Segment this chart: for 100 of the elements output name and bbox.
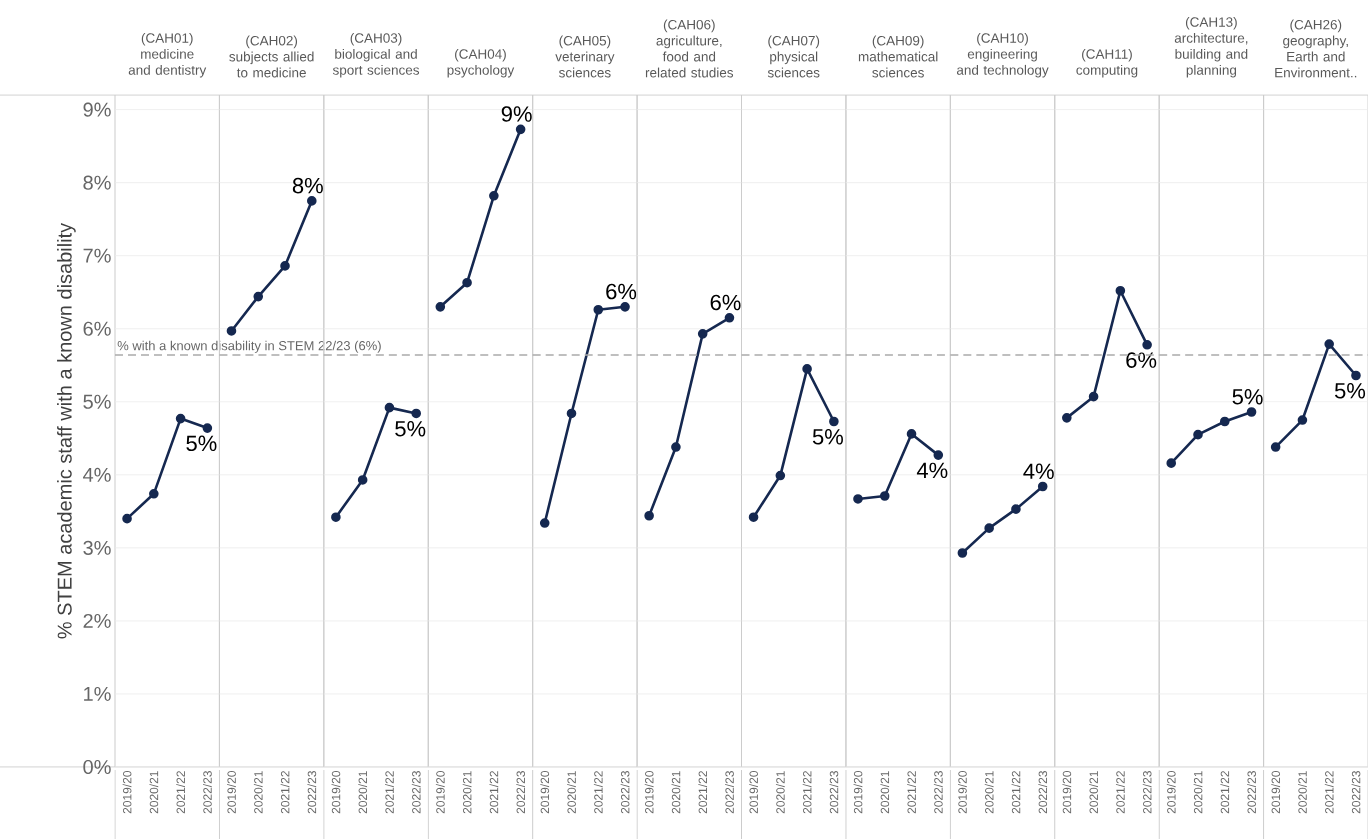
- data-label: 6%: [1126, 352, 1157, 368]
- point: [593, 304, 604, 315]
- x-tick-label: 2019/20: [227, 771, 236, 814]
- point: [957, 548, 968, 558]
- point: [724, 312, 735, 323]
- x-tick-label: 2022/23: [1247, 771, 1256, 814]
- point: [122, 513, 132, 524]
- x-tick-label: 2020/21: [1193, 771, 1203, 814]
- point: [515, 124, 526, 135]
- x-tick-label: 2022/23: [933, 771, 943, 814]
- point: [697, 329, 708, 339]
- point: [1142, 340, 1152, 350]
- x-tick-label: 2020/21: [984, 771, 994, 814]
- point: [620, 302, 630, 312]
- point: [1088, 391, 1099, 402]
- x-tick-label: 2020/21: [567, 771, 576, 814]
- data-label: 6%: [606, 283, 637, 300]
- y-tick-label: 1%: [84, 686, 111, 701]
- x-tick-label: 2021/22: [176, 771, 185, 814]
- x-tick-label: 2022/23: [411, 771, 421, 814]
- x-tick-label: 2019/20: [122, 771, 132, 814]
- point: [1011, 504, 1021, 514]
- point: [331, 512, 341, 522]
- data-label: 5%: [186, 435, 217, 452]
- x-tick-label: 2021/22: [1115, 771, 1125, 814]
- chart-title: (CAH05) veterinary sciences: [555, 35, 615, 78]
- chart-title: (CAH11) computing: [1076, 48, 1138, 78]
- x-tick-label: 2022/23: [516, 771, 526, 814]
- chart-title: (CAH07) physical sciences: [767, 35, 820, 78]
- point: [829, 416, 839, 427]
- x-tick-label: 2022/23: [1142, 771, 1152, 814]
- point: [411, 408, 422, 419]
- point: [1351, 370, 1361, 381]
- point: [1219, 416, 1230, 427]
- chart-title: (CAH09) mathematical sciences: [858, 35, 938, 78]
- y-axis-title: % STEM academic staff with a known disability: [57, 222, 76, 639]
- x-tick-label: 2019/20: [435, 771, 445, 814]
- chart-title: (CAH03) biological and sport sciences: [332, 32, 420, 78]
- point: [384, 402, 395, 413]
- x-tick-label: 2022/23: [620, 771, 630, 814]
- x-tick-label: 2022/23: [1038, 771, 1048, 814]
- point: [1166, 458, 1177, 468]
- data-label: 5%: [395, 421, 426, 437]
- data-label: 8%: [292, 177, 323, 194]
- x-tick-label: 2020/21: [671, 771, 681, 814]
- point: [644, 510, 654, 521]
- x-tick-label: 2019/20: [331, 771, 341, 814]
- point: [802, 364, 812, 374]
- x-tick-label: 2019/20: [540, 771, 550, 814]
- chart-title: (CAH04) psychology: [447, 48, 515, 78]
- point: [775, 470, 786, 481]
- x-tick-label: 2021/22: [907, 771, 916, 814]
- x-tick-label: 2020/21: [253, 771, 263, 814]
- x-tick-label: 2022/23: [307, 771, 317, 814]
- point: [226, 326, 237, 336]
- point: [906, 429, 917, 439]
- point: [539, 518, 550, 528]
- data-label: 5%: [812, 429, 843, 445]
- x-tick-label: 2020/21: [880, 771, 890, 814]
- x-tick-label: 2022/23: [725, 771, 734, 814]
- x-tick-label: 2020/21: [1089, 771, 1098, 814]
- point: [489, 191, 499, 201]
- point: [1297, 415, 1308, 425]
- point: [175, 413, 186, 424]
- point: [280, 261, 290, 271]
- chart-title: (CAH01) medicine and dentistry: [128, 32, 207, 78]
- chart-title: (CAH02) subjects allied to medicine: [229, 35, 314, 78]
- data-label: 4%: [1023, 463, 1054, 479]
- x-tick-label: 2021/22: [385, 771, 394, 814]
- point: [671, 442, 681, 452]
- x-tick-label: 2021/22: [593, 771, 603, 814]
- point: [1193, 429, 1203, 440]
- point: [853, 494, 863, 504]
- y-tick-label: 7%: [83, 248, 111, 263]
- point: [1062, 413, 1072, 423]
- x-tick-label: 2019/20: [853, 771, 863, 814]
- x-tick-label: 2019/20: [1271, 771, 1281, 814]
- x-tick-label: 2020/21: [149, 771, 159, 814]
- point: [306, 196, 317, 206]
- chart-title: (CAH13) architecture, building and planning: [1174, 16, 1248, 78]
- y-tick-label: 8%: [83, 175, 111, 190]
- point: [748, 512, 759, 522]
- point: [1037, 481, 1048, 492]
- x-tick-label: 2022/23: [829, 771, 839, 814]
- data-label: 4%: [916, 462, 948, 479]
- point: [566, 408, 577, 419]
- x-tick-label: 2019/20: [957, 771, 967, 814]
- point: [202, 423, 213, 433]
- point: [879, 491, 890, 501]
- point: [933, 450, 944, 460]
- point: [357, 475, 368, 485]
- x-tick-label: 2019/20: [749, 771, 758, 814]
- chart-title: (CAH10) engineering and technology: [956, 32, 1049, 78]
- point: [253, 291, 264, 302]
- x-tick-label: 2021/22: [1011, 771, 1021, 814]
- x-tick-label: 2021/22: [489, 771, 499, 814]
- x-tick-label: 2019/20: [644, 771, 654, 814]
- data-label: 5%: [1232, 389, 1263, 405]
- y-tick-label: 9%: [83, 102, 111, 117]
- x-tick-label: 2022/23: [202, 771, 212, 814]
